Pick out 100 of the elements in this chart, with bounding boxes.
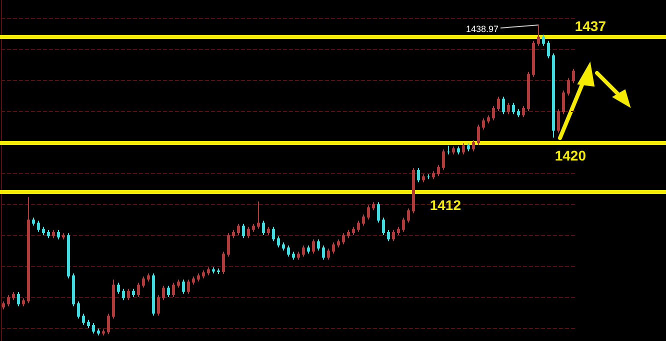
candlestick: [12, 292, 15, 301]
candlestick: [392, 230, 395, 242]
candlestick: [152, 272, 155, 316]
candlestick: [547, 40, 550, 59]
candlestick: [92, 322, 95, 334]
candlestick: [317, 238, 320, 251]
candlestick: [2, 300, 5, 310]
candlestick: [272, 226, 275, 242]
candlestick: [57, 230, 60, 240]
candlestick: [127, 288, 130, 301]
candlestick: [147, 272, 150, 282]
candlestick: [312, 238, 315, 254]
candlestick: [482, 118, 485, 130]
candlestick: [417, 168, 420, 183]
candlestick: [42, 226, 45, 236]
candlestick: [112, 279, 115, 320]
candlestick: [142, 276, 145, 288]
candlestick: [102, 328, 105, 336]
candlestick: [212, 266, 215, 274]
candlestick: [157, 294, 160, 316]
candlestick: [87, 319, 90, 328]
candlestick: [492, 106, 495, 121]
candlestick: [487, 114, 490, 124]
candlestick: [347, 230, 350, 239]
candlestick: [232, 230, 235, 239]
candlestick: [337, 238, 340, 248]
candlestick: [527, 71, 530, 112]
candlestick: [422, 174, 425, 183]
candlestick: [162, 285, 165, 301]
candlestick: [82, 313, 85, 326]
candlestick: [472, 140, 475, 152]
candlestick: [437, 164, 440, 177]
candlestick: [122, 288, 125, 301]
candlestick: [387, 230, 390, 242]
candlestick: [517, 108, 520, 118]
candlestick: [287, 245, 290, 258]
ref-line-label: 1420: [554, 148, 586, 164]
candlestick: [207, 266, 210, 276]
candlestick: [257, 201, 260, 230]
candlestick: [187, 279, 190, 294]
candlestick: [352, 226, 355, 236]
ref-line-label: 1412: [430, 197, 462, 214]
candlestick: [442, 148, 445, 170]
candlestick: [202, 270, 205, 279]
candlestick: [52, 230, 55, 239]
candlestick: [172, 282, 175, 298]
candlestick: [367, 204, 370, 220]
candlestick: [32, 217, 35, 226]
candlestick: [7, 294, 10, 307]
candlestick: [262, 220, 265, 236]
candlestick: [217, 268, 220, 275]
candlestick: [402, 217, 405, 232]
candlestick: [502, 96, 505, 115]
candlestick: [432, 170, 435, 180]
candlestick: [47, 230, 50, 239]
candlestick: [167, 285, 170, 298]
candlestick: [227, 232, 230, 258]
candlestick: [327, 248, 330, 260]
candlestick: [72, 272, 75, 307]
candlestick: [522, 106, 525, 118]
candlestick: [532, 40, 535, 78]
candlestick: [62, 232, 65, 240]
candlestick: [27, 196, 30, 304]
candlestick: [107, 313, 110, 335]
candlestick: [282, 242, 285, 251]
candlestick: [477, 124, 480, 146]
candlestick: [22, 298, 25, 307]
candlestick: [342, 232, 345, 245]
candlestick: [572, 68, 575, 84]
candlestick: [512, 102, 515, 115]
candlestick: [277, 236, 280, 248]
candlestick: [452, 146, 455, 155]
candlestick: [192, 276, 195, 286]
candlestick: [252, 223, 255, 232]
candlestick: [467, 142, 470, 152]
candlestick: [242, 223, 245, 239]
candlestick: [507, 102, 510, 115]
candlestick: [237, 223, 240, 236]
candlestick: [377, 202, 380, 224]
candlestick: [447, 145, 450, 155]
candlestick: [37, 220, 40, 232]
candlestick: [247, 226, 250, 239]
candlestick: [222, 251, 225, 275]
candlestick: [552, 52, 555, 138]
candlestick: [542, 34, 545, 46]
candlestick: [302, 245, 305, 258]
candlestick: [537, 24, 540, 46]
candlestick: [462, 142, 465, 155]
candlestick: [372, 202, 375, 211]
candlestick: [557, 108, 560, 134]
candlestick: [332, 242, 335, 254]
candlestick: [117, 282, 120, 294]
annotation: 1438.97: [466, 24, 498, 34]
candlestick: [407, 208, 410, 224]
candlestick: [457, 146, 460, 155]
candlestick: [397, 226, 400, 236]
candlestick: [357, 220, 360, 232]
candlestick: [292, 251, 295, 260]
candlestick: [77, 300, 80, 320]
candlestick: [197, 272, 200, 282]
